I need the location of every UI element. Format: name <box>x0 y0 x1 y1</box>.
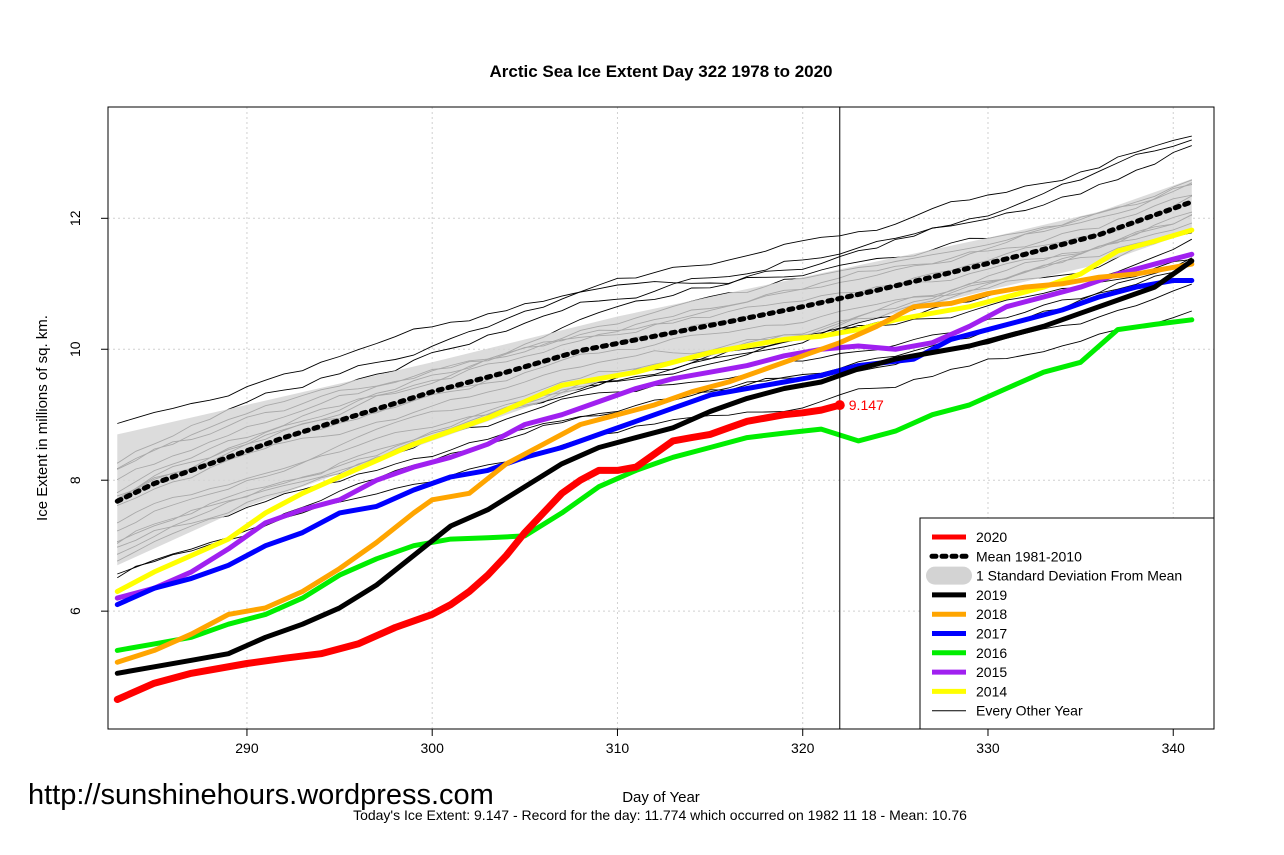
series-line-2015 <box>114 251 1195 601</box>
y-axis-label: Ice Extent in millions of sq. km. <box>34 315 51 521</box>
other-year-line <box>117 135 1192 464</box>
series-line-2014 <box>114 227 1195 594</box>
legend-label: 2014 <box>976 683 1007 699</box>
x-tick-label: 290 <box>235 740 259 756</box>
x-tick-label: 300 <box>421 740 445 756</box>
legend-label: 2016 <box>976 645 1007 661</box>
legend: 2020 Mean 1981-2010 1 Standard Deviation F… <box>919 517 1215 730</box>
legend-box <box>919 517 1215 730</box>
series-line-2020 <box>113 401 844 703</box>
y-axis: 6 8 10 12 <box>67 210 108 615</box>
plot-frame <box>107 106 1215 730</box>
std-deviation-band <box>117 179 1192 566</box>
x-tick-label: 340 <box>1162 740 1186 756</box>
x-tick-label: 330 <box>976 740 1000 756</box>
y-tick-label: 12 <box>67 210 83 226</box>
watermark-url: http://sunshinehours.wordpress.com <box>28 779 494 811</box>
y-tick-label: 8 <box>67 476 83 484</box>
other-year-line <box>117 310 1192 579</box>
current-value-label: 9.147 <box>849 397 884 413</box>
x-axis: 290 300 310 320 330 340 <box>235 729 1185 756</box>
series-line-2017 <box>114 278 1195 608</box>
series-line-2016 <box>114 317 1195 653</box>
std-band <box>117 179 1192 566</box>
y-tick-label: 10 <box>67 341 83 357</box>
mean-line <box>114 199 1195 504</box>
chart-title: Arctic Sea Ice Extent Day 322 1978 to 20… <box>489 62 832 81</box>
legend-label: Every Other Year <box>976 703 1083 719</box>
series-line-2019 <box>114 258 1195 676</box>
legend-label: 1 Standard Deviation From Mean <box>976 568 1182 584</box>
x-tick-label: 310 <box>606 740 630 756</box>
footer-summary: Today's Ice Extent: 9.147 - Record for t… <box>353 807 967 823</box>
legend-label: 2020 <box>976 529 1007 545</box>
series-line-2018 <box>114 261 1195 665</box>
legend-label: 2015 <box>976 664 1007 680</box>
x-axis-label: Day of Year <box>622 789 700 806</box>
series-lines <box>113 227 1195 703</box>
current-value-dot <box>834 400 845 411</box>
legend-swatch <box>926 566 972 585</box>
legend-label: Mean 1981-2010 <box>976 548 1082 564</box>
legend-label: 2019 <box>976 587 1007 603</box>
mean-dashed-line <box>114 199 1195 504</box>
y-tick-label: 6 <box>67 607 83 615</box>
legend-label: 2018 <box>976 606 1007 622</box>
other-year-line <box>117 182 1192 424</box>
x-tick-label: 320 <box>791 740 815 756</box>
legend-label: 2017 <box>976 626 1007 642</box>
